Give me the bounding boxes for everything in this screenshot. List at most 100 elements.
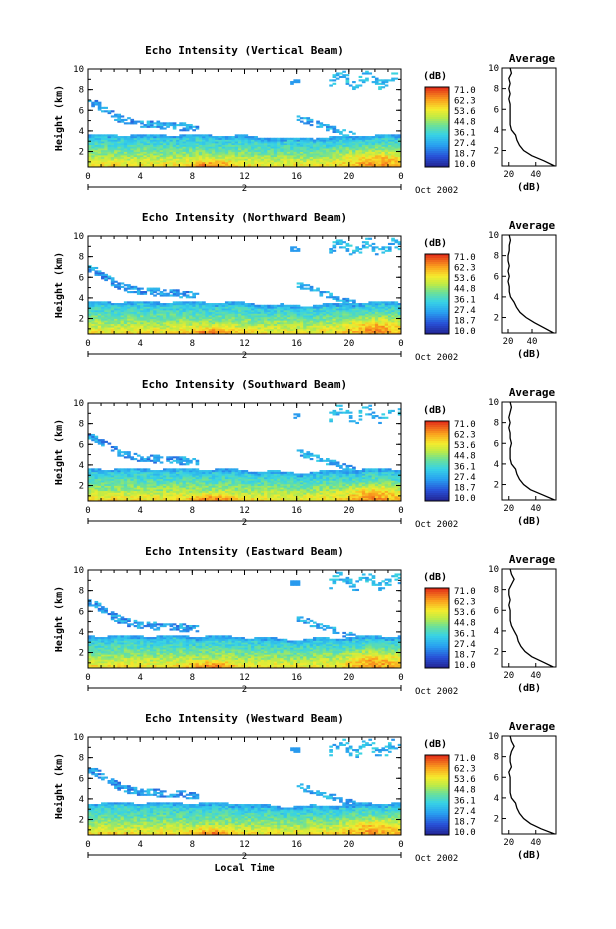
heatmap-cell <box>189 137 193 140</box>
heatmap-cell <box>169 154 174 158</box>
heatmap-cell <box>211 313 216 316</box>
heatmap-cell <box>260 139 265 142</box>
heatmap-cell <box>120 487 125 490</box>
heatmap-cell <box>189 158 193 161</box>
heatmap-cell <box>156 160 161 163</box>
heatmap-cell <box>185 471 190 474</box>
heatmap-cell <box>176 488 180 492</box>
heatmap-cell <box>192 488 196 492</box>
heatmap-cell <box>130 291 135 294</box>
heatmap-cell <box>120 475 125 478</box>
heatmap-cell <box>299 318 304 321</box>
heatmap-cell <box>91 309 95 313</box>
profile-y-tick-label: 6 <box>494 272 499 282</box>
heatmap-cell <box>228 327 232 330</box>
heatmap-cell <box>185 478 190 481</box>
heatmap-cell <box>127 163 131 166</box>
heatmap-cell <box>332 306 337 309</box>
heatmap-cell <box>374 141 379 144</box>
heatmap-cell <box>195 487 200 490</box>
heatmap-cell <box>374 313 379 316</box>
heatmap-cell <box>306 149 311 152</box>
heatmap-cell <box>368 160 373 163</box>
heatmap-cell <box>221 303 226 306</box>
heatmap-cell <box>149 146 154 149</box>
heatmap-cell <box>228 146 232 149</box>
heatmap-cell <box>267 139 271 142</box>
heatmap-cell <box>365 309 369 313</box>
heatmap-cell <box>172 332 177 335</box>
heatmap-cell <box>117 304 121 307</box>
colorbar-segment <box>425 149 449 152</box>
heatmap-cell <box>153 327 157 330</box>
colorbar-tick-label: 44.8 <box>454 285 476 295</box>
heatmap-cell <box>234 332 239 335</box>
heatmap-cell <box>114 499 118 502</box>
heatmap-cell <box>110 327 115 330</box>
heatmap-cell <box>234 163 239 166</box>
heatmap-cell <box>120 313 125 316</box>
heatmap-cell <box>280 320 285 323</box>
heatmap-cell <box>312 327 317 330</box>
heatmap-cell <box>251 315 255 318</box>
heatmap-cell <box>273 156 278 159</box>
heatmap-cell <box>176 468 180 471</box>
heatmap-cell <box>365 242 369 245</box>
heatmap-cell <box>322 303 327 306</box>
heatmap-cell <box>397 248 402 251</box>
heatmap-cell <box>309 161 314 164</box>
heatmap-cell <box>185 315 190 318</box>
heatmap-cell <box>159 149 164 152</box>
heatmap-cell <box>228 318 232 321</box>
heatmap-cell <box>120 495 125 498</box>
heatmap-cell <box>123 154 128 158</box>
heatmap-cell <box>322 323 327 326</box>
heatmap-cell <box>149 473 154 476</box>
heatmap-cell <box>290 327 294 330</box>
heatmap-cell <box>312 330 317 333</box>
heatmap-cell <box>182 291 187 294</box>
heatmap-cell <box>208 160 213 163</box>
heatmap-cell <box>228 321 232 325</box>
heatmap-cell <box>312 315 317 318</box>
heatmap-cell <box>149 142 154 146</box>
heatmap-cell <box>234 303 239 306</box>
heatmap-cell <box>176 497 180 500</box>
heatmap-cell <box>143 482 148 485</box>
heatmap-cell <box>218 141 223 144</box>
heatmap-cell <box>117 113 121 116</box>
heatmap-cell <box>290 323 294 326</box>
heatmap-cell <box>101 273 105 276</box>
heatmap-cell <box>94 144 99 147</box>
heatmap-cell <box>273 160 278 163</box>
heatmap-cell <box>94 306 99 309</box>
heatmap-cell <box>172 471 177 474</box>
heatmap-cell <box>326 316 330 319</box>
heatmap-cell <box>107 301 112 304</box>
heatmap-cell <box>247 160 252 163</box>
heatmap-cell <box>211 146 216 149</box>
heatmap-cell <box>211 144 216 147</box>
x-tick-label: 8 <box>190 172 195 182</box>
colorbar-tick-label: 53.6 <box>454 274 476 284</box>
heatmap-cell <box>348 303 353 306</box>
heatmap-cell <box>149 136 154 139</box>
heatmap-cell <box>361 241 366 244</box>
heatmap-cell <box>166 165 170 168</box>
heatmap-cell <box>316 325 320 328</box>
heatmap-cell <box>169 137 174 140</box>
heatmap-cell <box>345 153 350 156</box>
heatmap-cell <box>296 323 301 326</box>
heatmap-cell <box>104 153 108 156</box>
heatmap-cell <box>110 316 115 319</box>
heatmap-cell <box>91 328 95 331</box>
heatmap-cell <box>290 163 294 166</box>
heatmap-cell <box>280 151 285 154</box>
heatmap-cell <box>153 294 157 297</box>
heatmap-cell <box>280 311 285 314</box>
heatmap-cell <box>101 473 105 476</box>
heatmap-cell <box>133 478 138 481</box>
heatmap-cell <box>202 309 206 313</box>
heatmap-cell <box>133 158 138 161</box>
heatmap-cell <box>185 332 190 335</box>
